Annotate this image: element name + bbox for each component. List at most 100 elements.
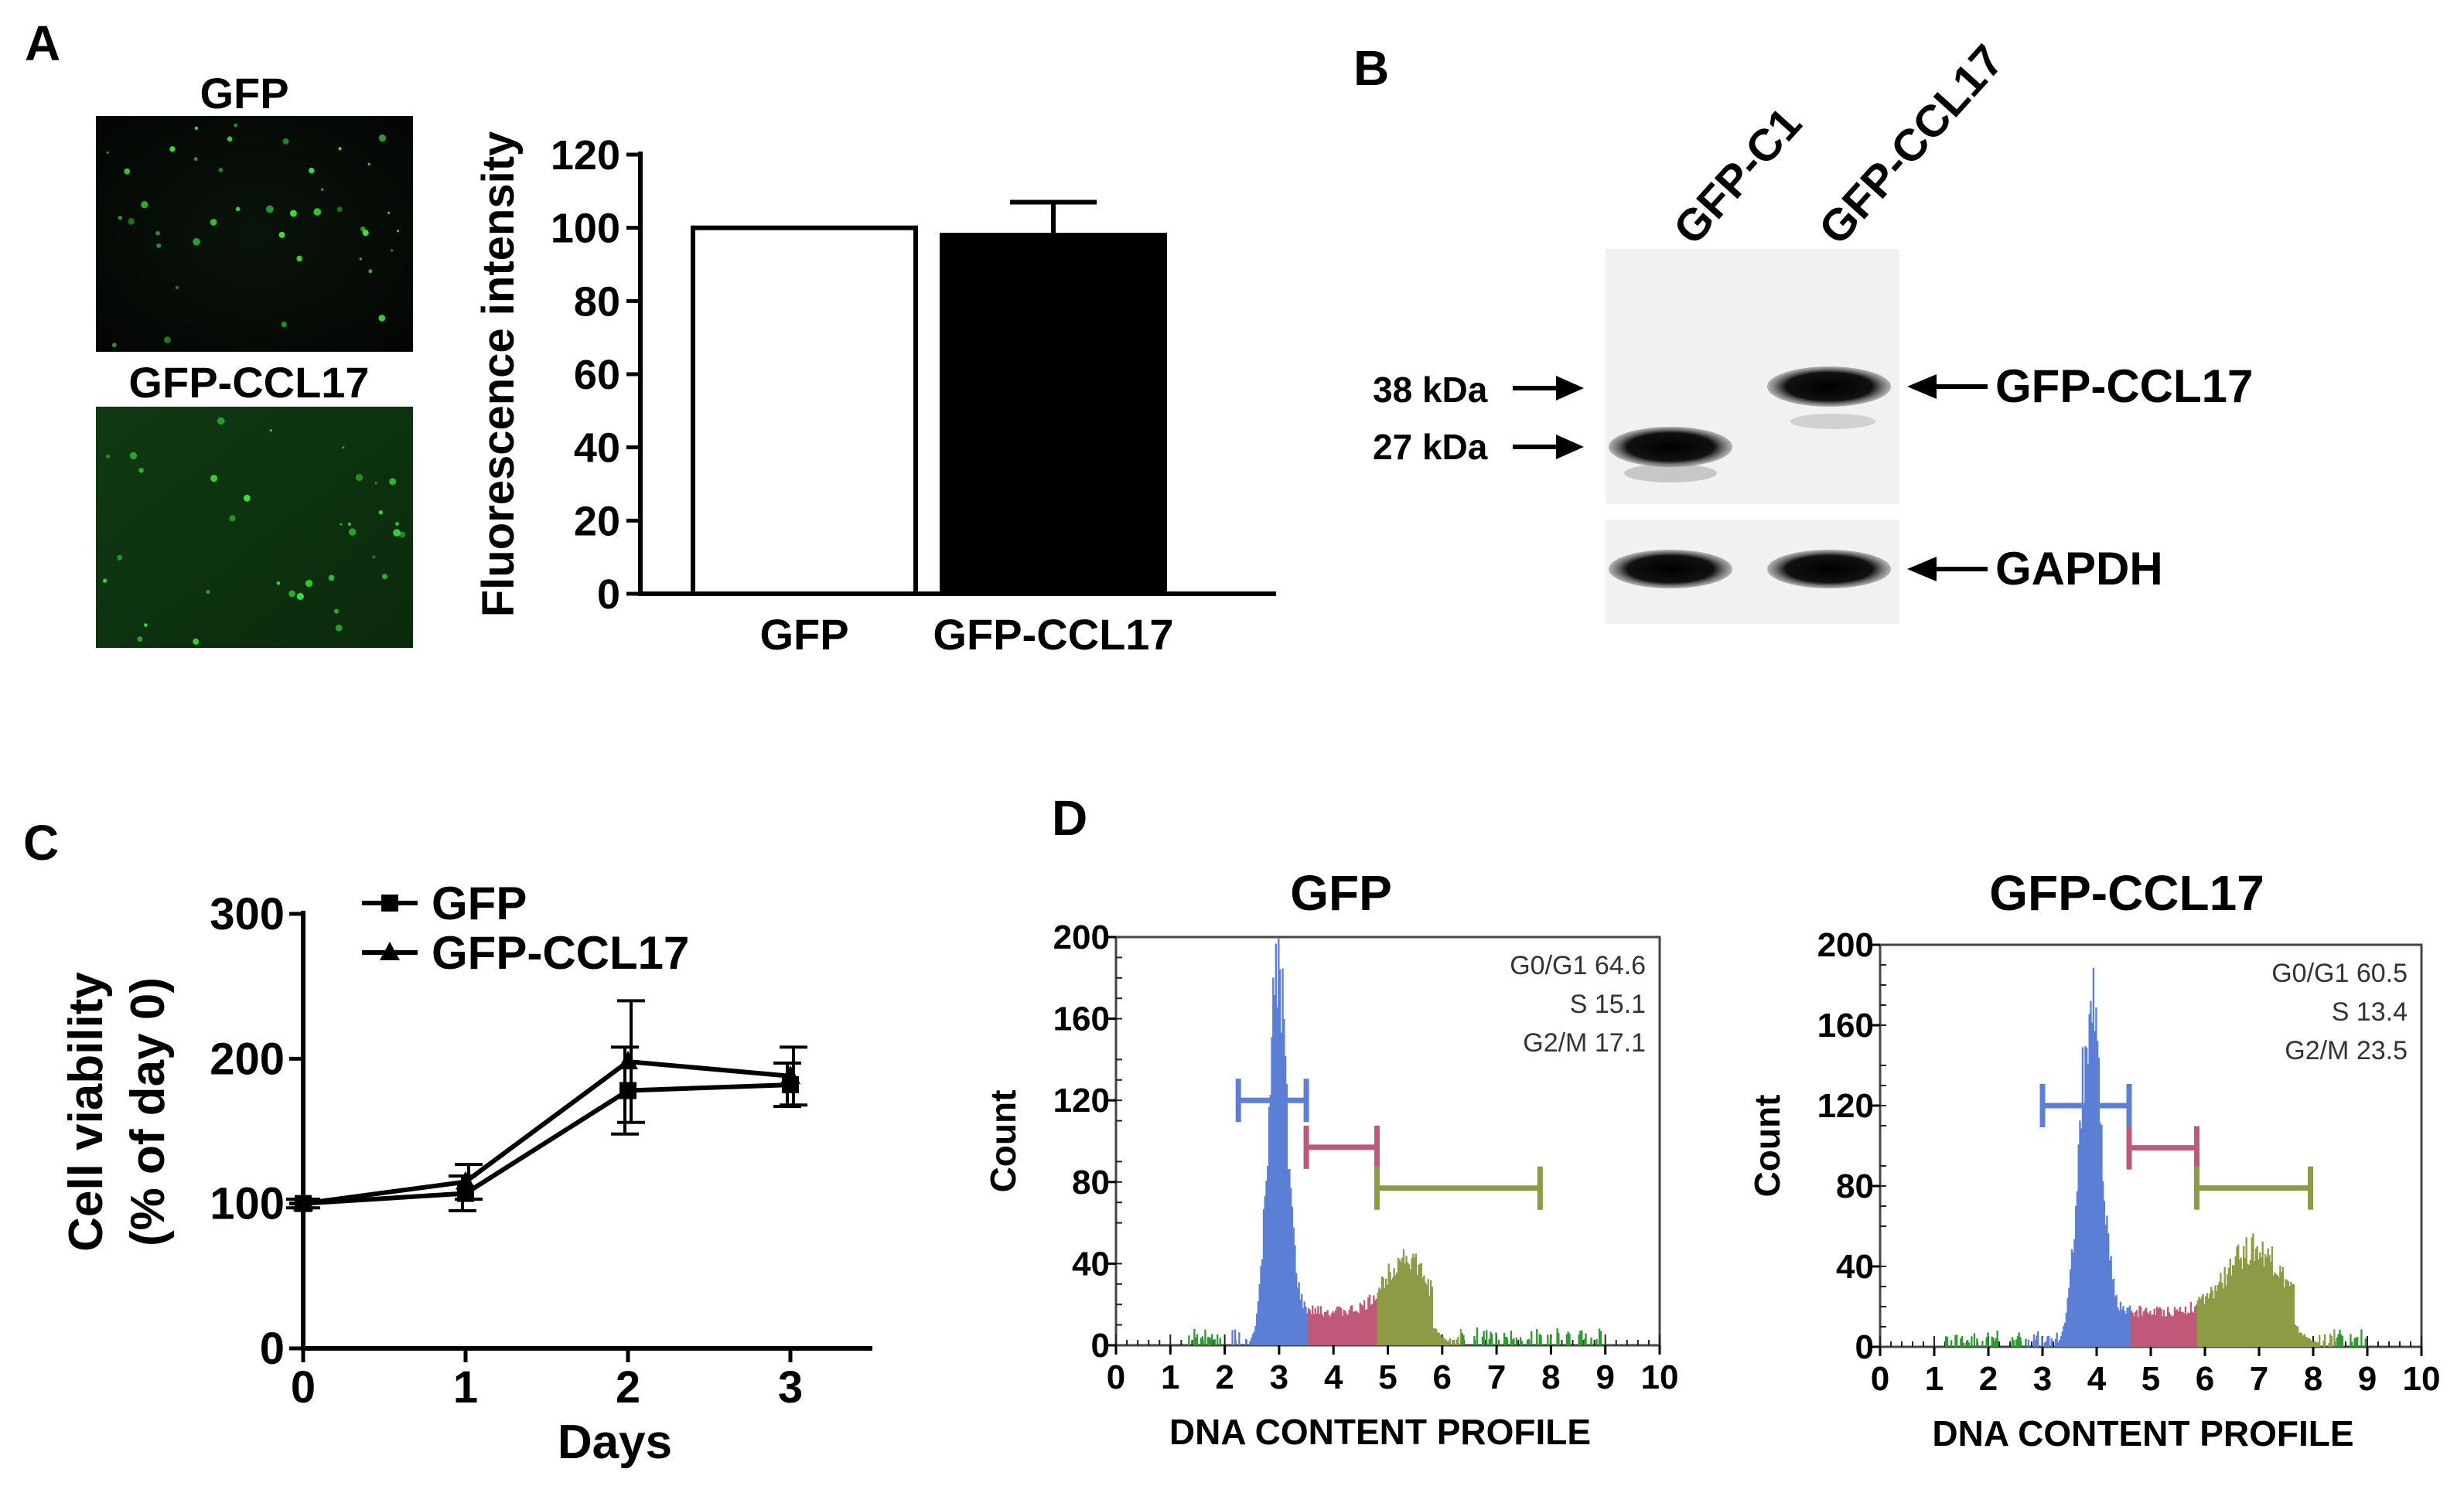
- fluorescent-cell: [367, 162, 370, 166]
- fluorescent-cell: [390, 248, 394, 252]
- histogram-bin: [1449, 1338, 1451, 1345]
- histogram-bin: [2254, 1248, 2258, 1347]
- fluorescent-cell: [389, 478, 397, 486]
- histogram-bin: [1447, 1341, 1450, 1345]
- y-tick-label: 300: [210, 889, 285, 939]
- histogram-bin: [2298, 1332, 2301, 1347]
- x-tick-label: 0: [1871, 1360, 1889, 1398]
- histogram-bin: [1432, 1328, 1435, 1345]
- x-axis-label: DNA CONTENT PROFILE: [1169, 1412, 1591, 1452]
- y-tick-label: 20: [574, 498, 620, 544]
- histogram-bin: [1348, 1310, 1350, 1345]
- histogram-bin: [1996, 1330, 1998, 1347]
- histogram-bin: [2254, 1261, 2256, 1347]
- fluorescent-cell: [278, 231, 285, 238]
- histogram-bin: [1284, 1055, 1287, 1345]
- histogram-bin: [1486, 1330, 1488, 1345]
- histogram-bin: [1253, 1331, 1255, 1345]
- histogram-bin: [1278, 969, 1281, 1345]
- histogram-bin: [1424, 1282, 1427, 1345]
- histogram-bin: [2229, 1258, 2231, 1347]
- histogram-bin: [1336, 1307, 1339, 1345]
- histogram-bin: [1595, 1338, 1598, 1345]
- histogram-bin: [2211, 1290, 2214, 1347]
- x-tick-label: 2: [1979, 1360, 1998, 1398]
- histogram-bin: [2264, 1254, 2267, 1347]
- histogram-bin: [1280, 1032, 1283, 1345]
- x-tick-label: 9: [2358, 1360, 2377, 1398]
- histogram-bin: [1373, 1295, 1375, 1345]
- histogram-bin: [1204, 1329, 1206, 1345]
- histogram-bin: [1260, 1266, 1262, 1345]
- histogram-bin: [2200, 1299, 2202, 1347]
- histogram-bin: [1306, 1313, 1309, 1345]
- histogram-bin: [1415, 1253, 1418, 1345]
- histogram-bin: [2249, 1259, 2252, 1347]
- histogram-bin: [2104, 1224, 2107, 1347]
- histogram-bin: [1981, 1341, 1984, 1347]
- histogram-bin: [2310, 1340, 2312, 1347]
- histogram-bin: [2209, 1293, 2211, 1347]
- histogram-bin: [1536, 1328, 1538, 1345]
- histogram-bin: [1325, 1311, 1328, 1345]
- fluorescent-cell: [155, 230, 160, 236]
- histogram-bin: [2094, 1031, 2096, 1347]
- histogram-bin: [2060, 1336, 2063, 1347]
- histogram-bin: [1265, 1181, 1268, 1345]
- histogram-bin: [2037, 1331, 2039, 1347]
- histogram-bin: [2297, 1327, 2299, 1347]
- histogram-bin: [1251, 1334, 1254, 1345]
- histogram-bin: [2252, 1233, 2254, 1347]
- micrograph-gfp-ccl17-cells: [102, 417, 406, 645]
- histogram-bin: [2106, 1215, 2108, 1347]
- histogram-bin: [2110, 1256, 2112, 1347]
- histogram-bin: [1599, 1331, 1602, 1345]
- histogram-bin: [1473, 1335, 1476, 1345]
- fluorescent-cell: [335, 624, 343, 632]
- histogram-bin: [2339, 1329, 2341, 1347]
- histogram-bin: [2205, 1296, 2207, 1347]
- histogram-bin: [1271, 1037, 1273, 1345]
- histogram-bin: [2041, 1337, 2043, 1347]
- histogram-bin: [1384, 1288, 1386, 1345]
- histogram-bin: [1268, 1106, 1271, 1345]
- fluorescent-cell: [235, 206, 241, 212]
- histogram-bin: [1269, 1095, 1271, 1345]
- histogram-bin: [1312, 1314, 1316, 1345]
- histogram-bin: [1238, 1332, 1241, 1345]
- histogram-bin: [1307, 1308, 1310, 1345]
- histogram-bin: [1377, 1292, 1379, 1345]
- histogram-bin: [2165, 1316, 2168, 1347]
- histogram-bin: [2025, 1338, 2027, 1347]
- histogram-bin: [2118, 1310, 2121, 1347]
- fluorescent-cell: [362, 229, 369, 237]
- histogram-bin: [1302, 1308, 1305, 1345]
- histogram-bin: [2337, 1334, 2339, 1347]
- band-gapdh-lane1: [1609, 550, 1732, 588]
- series-line-gfp-ccl17: [302, 1058, 791, 1206]
- histogram-bin: [1558, 1333, 1560, 1345]
- fluorescent-cell: [359, 257, 363, 261]
- histogram-bin: [2179, 1307, 2182, 1347]
- fluorescent-cell: [106, 151, 109, 155]
- histogram-bin: [1391, 1280, 1393, 1345]
- chart-c-viability: 0 100 200 300 0 1 2 3 Days Cell viability (% of da…: [60, 878, 872, 1469]
- histogram-bin: [1332, 1310, 1334, 1345]
- histogram-bin: [2077, 1144, 2080, 1347]
- histogram-bin: [2351, 1341, 2353, 1347]
- histogram-bin: [2281, 1266, 2285, 1347]
- histogram-bin: [1967, 1339, 1969, 1347]
- histogram-bin: [1334, 1310, 1337, 1345]
- histogram-bin: [2189, 1301, 2193, 1347]
- x-tick-label: 10: [1641, 1358, 1679, 1396]
- fluorescent-cell: [218, 167, 224, 172]
- histogram-bin: [1351, 1305, 1353, 1345]
- y-axis-label: Count: [983, 1090, 1023, 1193]
- histogram-bin: [2175, 1310, 2177, 1347]
- histogram-bin: [2126, 1307, 2128, 1347]
- histogram-bin: [2272, 1275, 2275, 1347]
- x-tick-label: 8: [2304, 1360, 2322, 1398]
- y-tick-label: 0: [1091, 1327, 1110, 1365]
- y-axis-label-2: (% of day 0): [121, 977, 175, 1246]
- fluorescent-cell: [348, 528, 357, 536]
